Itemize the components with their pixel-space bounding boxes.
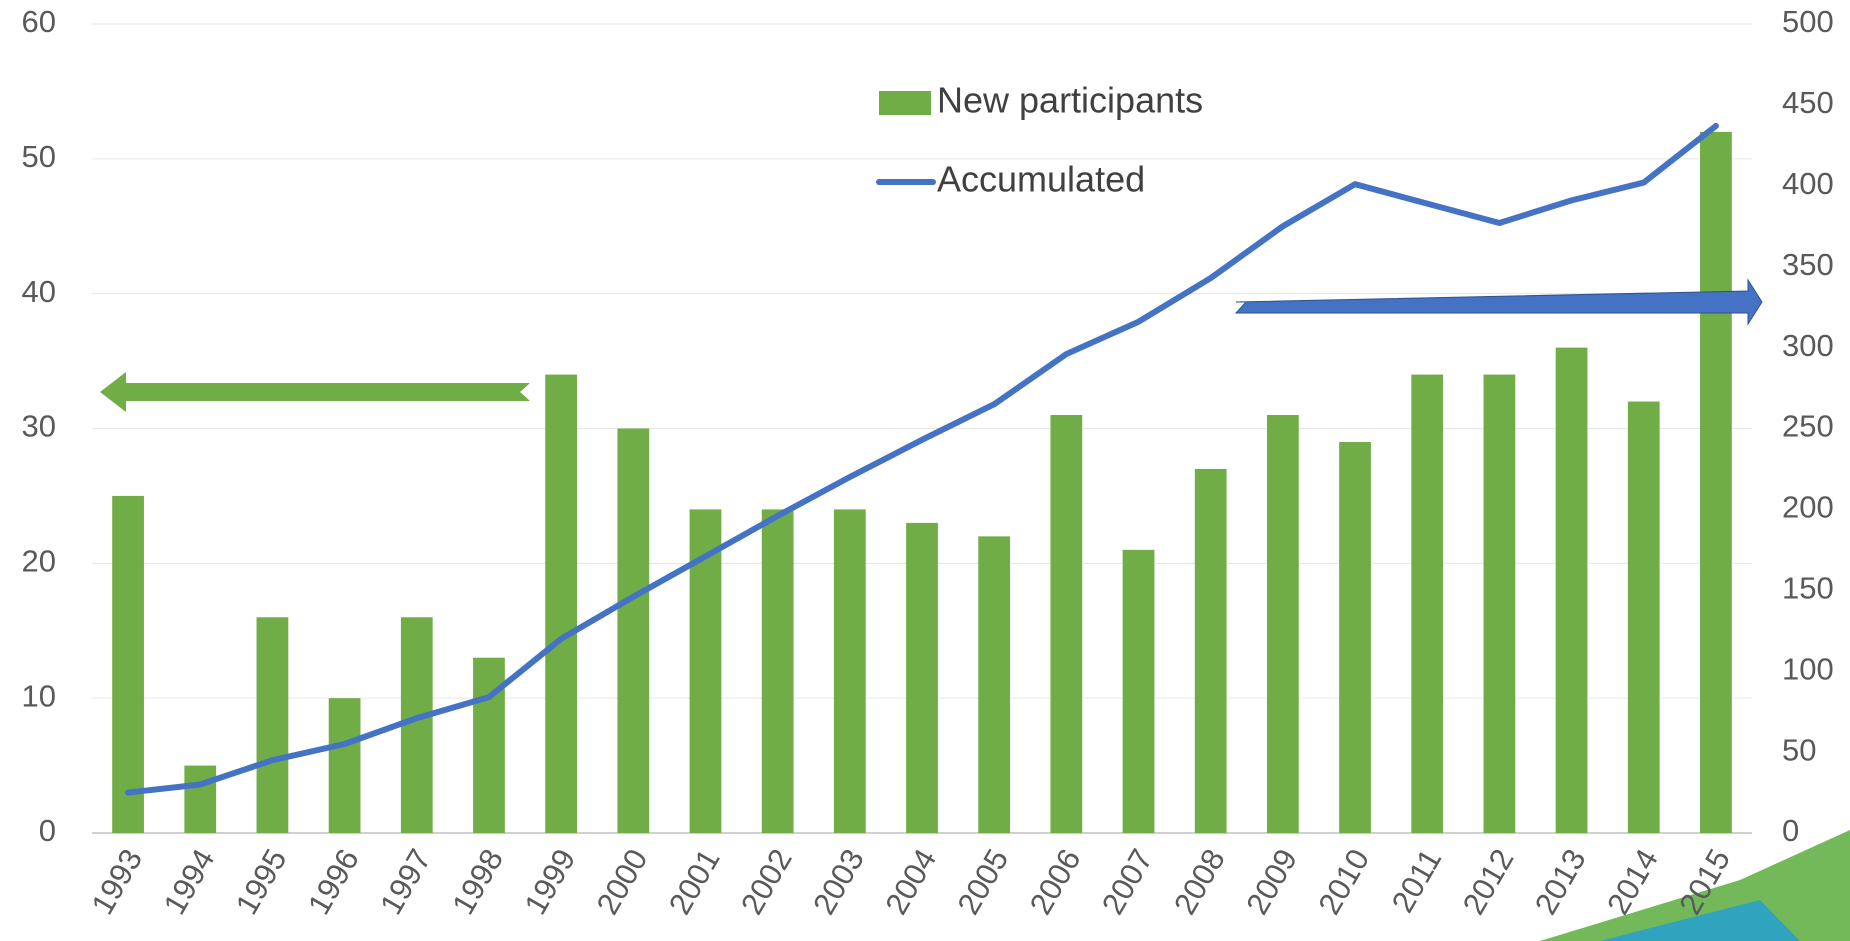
bar: [1195, 469, 1227, 833]
y2-tick-label: 150: [1782, 570, 1834, 605]
bar: [329, 698, 361, 833]
right-axis-arrow: [1236, 280, 1762, 324]
legend-label: New participants: [937, 80, 1203, 121]
x-tick-label: 2011: [1385, 843, 1449, 918]
x-tick-label: 2000: [590, 843, 655, 920]
bar: [473, 658, 505, 833]
bar: [112, 496, 144, 833]
x-tick-label: 2013: [1528, 843, 1593, 920]
y2-tick-label: 200: [1782, 490, 1834, 525]
bar: [1484, 375, 1516, 833]
x-tick-label: 1996: [301, 843, 366, 920]
bar: [617, 429, 649, 834]
bar: [978, 536, 1010, 833]
y-tick-label: 0: [39, 813, 56, 848]
x-tick-label: 1999: [517, 843, 582, 920]
bar: [1628, 402, 1660, 833]
x-tick-label: 1993: [84, 843, 149, 920]
x-tick-label: 2012: [1456, 843, 1521, 920]
bar: [906, 523, 938, 833]
y2-tick-label: 350: [1782, 247, 1834, 282]
bar: [1411, 375, 1443, 833]
y-tick-label: 40: [22, 274, 56, 309]
y2-tick-label: 100: [1782, 651, 1834, 686]
y-tick-label: 30: [22, 409, 56, 444]
x-tick-label: 2005: [951, 843, 1016, 920]
x-tick-label: 1995: [229, 843, 294, 920]
x-tick-label: 2006: [1023, 843, 1088, 920]
legend-label: Accumulated: [937, 159, 1145, 200]
x-tick-label: 2001: [662, 843, 727, 920]
y-tick-label: 10: [22, 678, 56, 713]
y-tick-label: 20: [22, 544, 56, 579]
y2-tick-label: 500: [1782, 4, 1834, 39]
bar: [1267, 415, 1299, 833]
left-axis-arrow: [100, 372, 530, 412]
bar: [1700, 132, 1732, 833]
x-tick-label: 1994: [157, 843, 222, 920]
x-tick-label: 2002: [734, 843, 799, 920]
y2-tick-label: 250: [1782, 409, 1834, 444]
bar: [545, 375, 577, 833]
y2-tick-label: 450: [1782, 85, 1834, 120]
x-tick-label: 2003: [806, 843, 871, 920]
y2-tick-label: 50: [1782, 732, 1816, 767]
y2-tick-label: 0: [1782, 813, 1799, 848]
y2-tick-label: 400: [1782, 166, 1834, 201]
bar: [184, 766, 216, 833]
x-tick-label: 2004: [878, 843, 943, 920]
bar: [1123, 550, 1155, 833]
y-tick-label: 50: [22, 139, 56, 174]
y2-tick-label: 300: [1782, 328, 1834, 363]
plot: [112, 126, 1732, 833]
x-tick-label: 2009: [1239, 843, 1304, 920]
x-tick-label: 2007: [1095, 843, 1160, 920]
y-tick-label: 60: [22, 4, 56, 39]
x-tick-label: 2010: [1311, 843, 1376, 920]
bar: [762, 509, 794, 833]
x-tick-label: 1998: [445, 843, 510, 920]
bar: [834, 509, 866, 833]
x-tick-label: 1997: [373, 843, 438, 920]
legend-swatch: [879, 91, 931, 115]
bar: [257, 617, 289, 833]
bar: [1556, 348, 1588, 833]
bar: [1050, 415, 1082, 833]
bar: [1339, 442, 1371, 833]
chart: 0 10 20 30 40 50 60 0 50 100 150 200 250 300 350 400 450…: [0, 0, 1850, 941]
x-tick-label: 2008: [1167, 843, 1232, 920]
